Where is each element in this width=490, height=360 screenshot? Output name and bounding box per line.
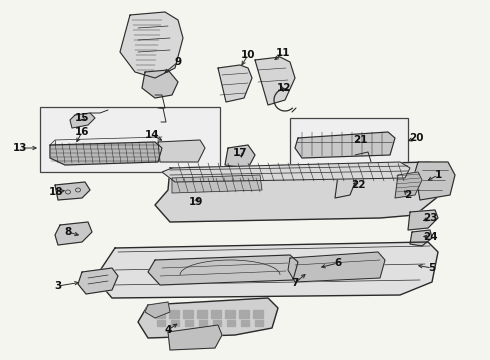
Bar (290, 118, 408, 165)
Text: 11: 11 (276, 48, 290, 58)
Bar (157, 320, 165, 326)
Bar (227, 320, 235, 326)
Text: 12: 12 (277, 83, 291, 93)
Text: 16: 16 (75, 127, 89, 137)
Bar (241, 320, 249, 326)
Polygon shape (55, 222, 92, 245)
Polygon shape (158, 140, 205, 162)
Polygon shape (410, 230, 432, 246)
Bar (169, 310, 179, 318)
Polygon shape (142, 70, 178, 98)
Polygon shape (255, 57, 295, 105)
Polygon shape (335, 172, 356, 198)
Polygon shape (168, 325, 222, 350)
Text: 8: 8 (64, 227, 72, 237)
Text: 15: 15 (75, 113, 89, 123)
Polygon shape (288, 252, 385, 282)
Polygon shape (120, 12, 183, 78)
Polygon shape (145, 302, 170, 318)
Polygon shape (50, 142, 162, 165)
Text: 9: 9 (174, 57, 182, 67)
Bar (155, 310, 165, 318)
Polygon shape (70, 113, 95, 128)
Polygon shape (162, 162, 410, 182)
Text: 20: 20 (409, 133, 423, 143)
Text: 10: 10 (241, 50, 255, 60)
Text: 4: 4 (164, 325, 171, 335)
Text: 23: 23 (423, 213, 437, 223)
Text: 2: 2 (404, 190, 412, 200)
Bar (40, 107, 220, 172)
Polygon shape (415, 162, 455, 200)
Bar (183, 310, 193, 318)
Text: 24: 24 (423, 232, 437, 242)
Bar (225, 310, 235, 318)
Polygon shape (408, 210, 438, 230)
Bar (211, 310, 221, 318)
Polygon shape (295, 132, 395, 158)
Bar (239, 310, 249, 318)
Text: 22: 22 (351, 180, 365, 190)
Text: 13: 13 (13, 143, 27, 153)
Polygon shape (95, 242, 438, 298)
Text: 7: 7 (292, 278, 299, 288)
Polygon shape (155, 162, 445, 222)
Bar (253, 310, 263, 318)
Text: 18: 18 (49, 187, 63, 197)
Text: 1: 1 (434, 170, 441, 180)
Polygon shape (78, 268, 118, 294)
Bar (185, 320, 193, 326)
Bar (213, 320, 221, 326)
Text: 19: 19 (189, 197, 203, 207)
Text: 5: 5 (428, 263, 436, 273)
Bar (197, 310, 207, 318)
Text: 6: 6 (334, 258, 342, 268)
Text: 14: 14 (145, 130, 159, 140)
Polygon shape (395, 172, 422, 198)
Text: 17: 17 (233, 148, 247, 158)
Bar (199, 320, 207, 326)
Polygon shape (148, 255, 298, 285)
Polygon shape (172, 175, 262, 193)
Bar (255, 320, 263, 326)
Polygon shape (225, 145, 255, 168)
Text: 21: 21 (353, 135, 367, 145)
Text: 3: 3 (54, 281, 62, 291)
Bar (171, 320, 179, 326)
Polygon shape (55, 182, 90, 200)
Polygon shape (218, 65, 252, 102)
Polygon shape (138, 298, 278, 338)
